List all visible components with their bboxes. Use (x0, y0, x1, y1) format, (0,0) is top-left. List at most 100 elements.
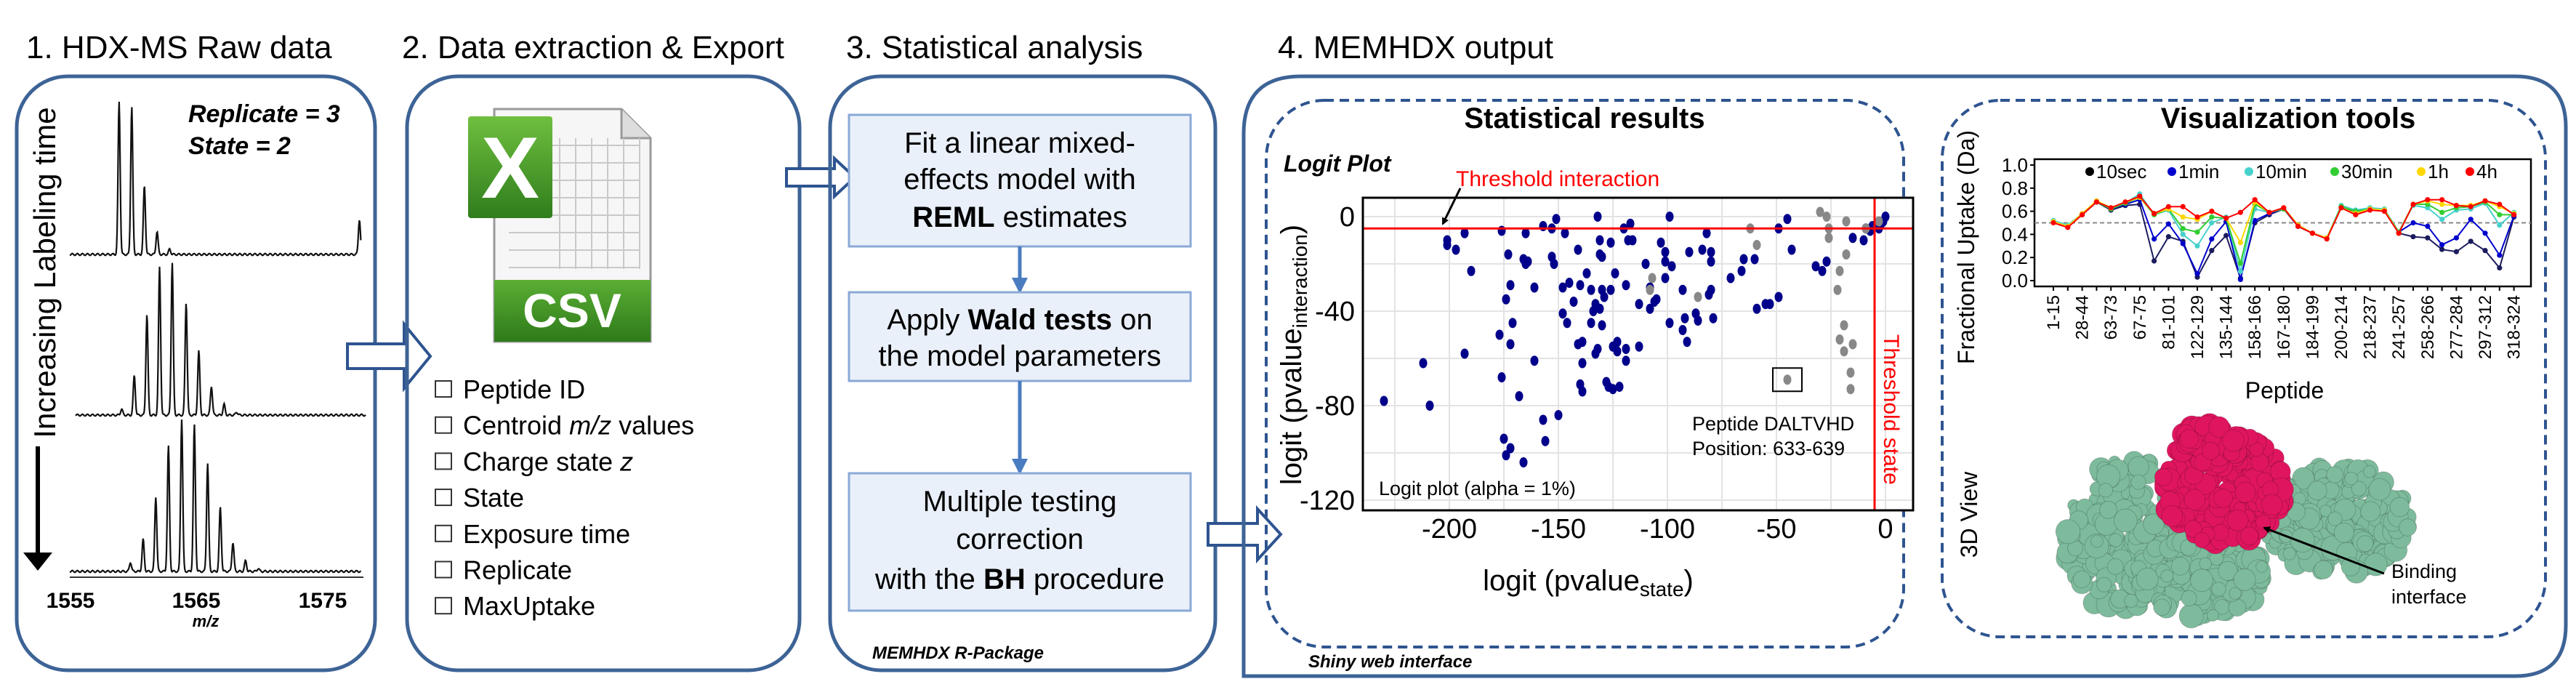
scatter-point (1541, 435, 1550, 446)
scatter-point (1783, 214, 1792, 225)
scatter-point (1515, 391, 1524, 401)
scatter-point (1611, 268, 1619, 278)
threshold-interaction-label: Threshold interaction (1456, 167, 1659, 191)
receptor-surface (2314, 560, 2333, 579)
binding-partner-surface (2213, 488, 2234, 508)
scatter-point (1600, 292, 1609, 302)
scatter-point (1530, 355, 1539, 366)
step2-pre: Apply (887, 304, 967, 336)
scatter-point (1495, 329, 1504, 340)
visualization-tools-frame (1941, 99, 2547, 638)
scatter-point (1521, 228, 1530, 238)
scatter-point (1419, 358, 1428, 369)
scatter-point (1835, 334, 1844, 345)
panel1-box (15, 74, 377, 672)
step3-line1: Multiple testing (923, 486, 1117, 518)
receptor-surface (2255, 560, 2269, 573)
highlight-position-label: Position: 633-639 (1692, 438, 1845, 459)
y-tick-label: -40 (1315, 297, 1355, 327)
scatter-point (1497, 372, 1506, 382)
series-point (2180, 225, 2186, 232)
scatter-point (1578, 358, 1587, 369)
highlight-box (1772, 367, 1803, 393)
down-arrow-icon (23, 553, 52, 571)
receptor-surface (2153, 598, 2170, 616)
step1-line2: effects model with (903, 164, 1135, 196)
panel3-box (828, 74, 1217, 672)
binding-partner-surface (2249, 442, 2264, 457)
x-label-main: logit (pvalue (1483, 565, 1640, 597)
scatter-point (1576, 280, 1585, 291)
wald-bold: Wald tests (968, 304, 1113, 336)
receptor-surface (2211, 582, 2226, 597)
legend-label: 1min (2178, 161, 2219, 182)
series-point (2396, 230, 2402, 236)
scatter-point (1709, 313, 1718, 324)
series-point (2439, 201, 2445, 207)
scatter-point (1443, 240, 1452, 250)
series-point (2266, 209, 2272, 215)
series-point (2367, 207, 2373, 213)
legend-label: 1h (2428, 161, 2449, 182)
series-point (2209, 236, 2215, 242)
mz-axis-label: m/z (193, 612, 220, 630)
scatter-point (1502, 450, 1510, 461)
scatter-point (1500, 433, 1508, 444)
scatter-point (1587, 284, 1595, 295)
field-text: Centroid (463, 411, 569, 441)
scatter-point (1635, 341, 1643, 352)
scatter-point (1452, 244, 1460, 255)
series-point (2439, 197, 2445, 203)
binding-partner-surface (2226, 509, 2249, 531)
scatter-point (1702, 228, 1711, 238)
checkbox-icon (435, 416, 452, 434)
series-point (2050, 220, 2056, 226)
receptor-surface (2130, 474, 2146, 490)
scatter-point (1694, 316, 1702, 326)
series-point (2152, 236, 2157, 242)
spectrum-trace (75, 262, 366, 417)
receptor-surface (2178, 603, 2204, 629)
receptor-surface (2399, 518, 2417, 537)
field-item: Replicate (463, 555, 572, 585)
step1-line1: Fit a linear mixed- (904, 127, 1135, 159)
series-point (2165, 204, 2171, 209)
step3-pre: with the (874, 563, 983, 595)
scatter-point (1539, 414, 1547, 425)
series-point (2497, 201, 2503, 207)
scatter-point (1504, 249, 1513, 260)
receptor-surface (2351, 481, 2367, 497)
binding-partner-surface (2154, 467, 2173, 486)
scatter-point (1726, 273, 1735, 284)
series-point (2223, 233, 2229, 238)
scatter-point (1707, 284, 1715, 295)
scatter-point (1460, 228, 1469, 238)
series-point (2425, 223, 2431, 229)
scatter-point (1524, 256, 1532, 267)
scatter-point (1652, 294, 1661, 305)
visualization-tools-title: Visualization tools (2161, 103, 2415, 134)
series-point (2425, 235, 2431, 241)
scatter-point (1842, 216, 1851, 227)
logit-x-axis-label: logit (pvaluestate) (1483, 565, 1694, 600)
scatter-point (1648, 273, 1657, 284)
series-point (2453, 235, 2459, 241)
scatter-point (1811, 261, 1820, 272)
receptor-surface (2363, 465, 2376, 478)
logit-alpha-note: Logit plot (alpha = 1%) (1379, 478, 1576, 499)
step-fit-model (848, 113, 1192, 248)
x-tick-label: -150 (1531, 514, 1586, 545)
binding-partner-surface (2183, 489, 2206, 511)
series-point (2165, 221, 2171, 227)
scatter-point (1582, 268, 1591, 278)
series-point (2410, 220, 2416, 226)
binding-interface-label-1: Binding (2391, 561, 2457, 582)
scatter-point (1460, 348, 1469, 359)
step-wald-tests (848, 291, 1192, 382)
receptor-surface (2319, 505, 2333, 518)
receptor-surface (2333, 522, 2354, 543)
series-point (2439, 209, 2445, 215)
receptor-surface (2136, 567, 2159, 591)
scatter-point (1497, 225, 1506, 236)
panel4-box (1241, 74, 2568, 678)
